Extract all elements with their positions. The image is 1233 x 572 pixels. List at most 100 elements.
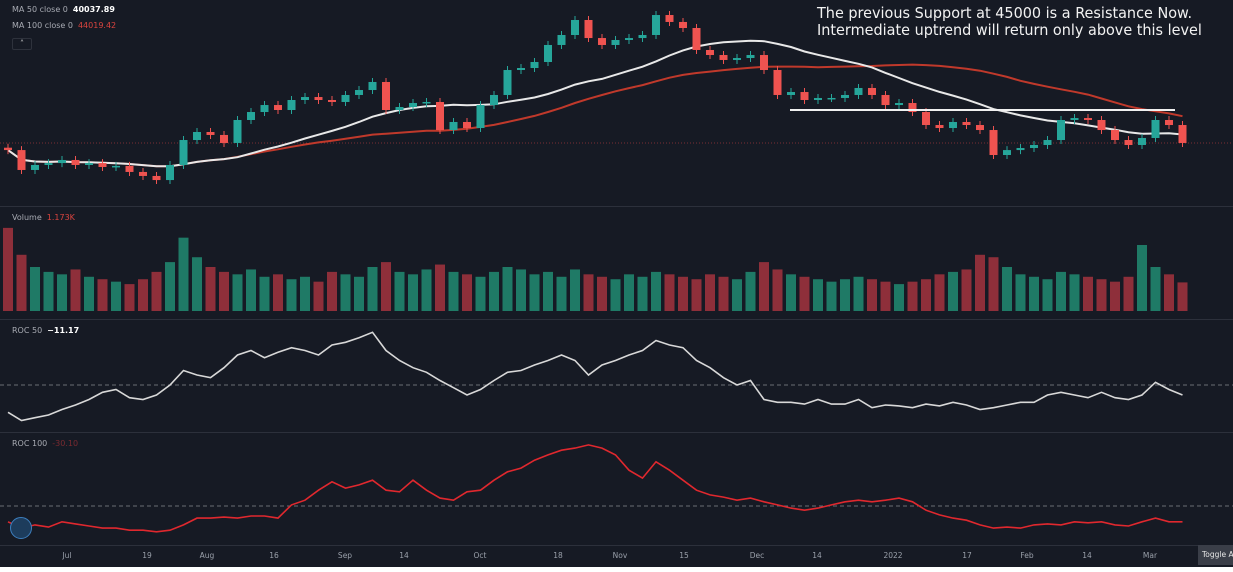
ma50-label: MA 50 close 0 bbox=[12, 5, 68, 14]
candle-body bbox=[598, 38, 606, 45]
candle-body bbox=[206, 131, 215, 135]
candle-body bbox=[476, 105, 485, 129]
volume-bar bbox=[340, 274, 351, 311]
volume-bar bbox=[138, 279, 148, 311]
candle-body bbox=[31, 164, 39, 170]
chart-canvas[interactable] bbox=[0, 0, 1233, 545]
volume-bar bbox=[286, 279, 297, 311]
time-tick: 17 bbox=[962, 551, 972, 560]
volume-bar bbox=[583, 274, 594, 311]
chevron-up-icon[interactable]: ˄ bbox=[12, 38, 32, 50]
volume-bar bbox=[151, 271, 162, 311]
toggle-button[interactable]: Toggle A bbox=[1198, 545, 1233, 565]
volume-bar bbox=[435, 264, 445, 311]
volume-bar bbox=[1123, 276, 1134, 311]
pane-divider[interactable] bbox=[0, 432, 1233, 433]
candle-body bbox=[1070, 118, 1079, 120]
volume-bar bbox=[1150, 267, 1161, 311]
volume-bar bbox=[354, 276, 364, 311]
volume-bar bbox=[3, 227, 13, 311]
volume-bar bbox=[192, 257, 202, 311]
annotation-line-2: Intermediate uptrend will return only ab… bbox=[817, 21, 1202, 39]
volume-bar bbox=[178, 237, 189, 311]
volume-bar bbox=[124, 284, 135, 311]
volume-bar bbox=[516, 269, 526, 311]
time-tick: 16 bbox=[269, 551, 279, 560]
candle-body bbox=[1030, 144, 1038, 149]
candle-body bbox=[733, 58, 741, 60]
volume-bar bbox=[219, 271, 229, 311]
volume-bar bbox=[691, 279, 702, 311]
volume-bar bbox=[502, 267, 513, 311]
volume-bar bbox=[448, 271, 459, 311]
candle-body bbox=[85, 163, 93, 165]
candle-body bbox=[179, 140, 188, 165]
candle-body bbox=[193, 131, 201, 141]
candle-body bbox=[638, 35, 647, 39]
volume-legend: Volume 1.173K bbox=[12, 213, 75, 222]
volume-bar bbox=[367, 267, 378, 311]
volume-bar bbox=[70, 269, 81, 311]
candle-body bbox=[841, 94, 849, 98]
volume-bar bbox=[97, 279, 108, 311]
candle-body bbox=[314, 97, 323, 101]
roc50-label: ROC 50 bbox=[12, 326, 43, 335]
candle-body bbox=[719, 55, 728, 60]
pane-divider[interactable] bbox=[0, 319, 1233, 320]
time-tick: 2022 bbox=[883, 551, 903, 560]
candle-body bbox=[247, 112, 255, 120]
candle-body bbox=[220, 134, 228, 143]
candle-body bbox=[422, 101, 431, 104]
candle-body bbox=[517, 68, 525, 71]
candle-body bbox=[1165, 119, 1173, 126]
volume-bar bbox=[30, 267, 40, 311]
candle-body bbox=[679, 21, 687, 29]
roc100-value: -30.10 bbox=[52, 439, 79, 448]
volume-bar bbox=[232, 274, 243, 311]
volume-bar bbox=[678, 276, 688, 311]
roc50-line bbox=[7, 331, 1183, 422]
candle-body bbox=[368, 81, 377, 91]
volume-bar bbox=[489, 271, 499, 311]
candle-body bbox=[98, 163, 107, 167]
candle-body bbox=[800, 92, 809, 101]
candle-body bbox=[652, 15, 660, 36]
candle-body bbox=[449, 121, 458, 131]
candle-body bbox=[409, 103, 417, 108]
candle-body bbox=[152, 175, 161, 181]
volume-bar bbox=[205, 267, 216, 311]
time-tick: 14 bbox=[812, 551, 822, 560]
roc100-legend: ROC 100 -30.10 bbox=[12, 439, 78, 448]
volume-bar bbox=[421, 269, 432, 311]
volume-bar bbox=[853, 276, 864, 311]
candle-body bbox=[4, 147, 12, 151]
volume-bar bbox=[907, 281, 918, 311]
volume-bar bbox=[988, 257, 999, 311]
candle-body bbox=[1151, 119, 1160, 138]
candle-body bbox=[355, 90, 363, 95]
candle-body bbox=[557, 35, 566, 45]
candle-body bbox=[1178, 125, 1187, 143]
candle-body bbox=[503, 70, 512, 95]
volume-bar bbox=[1056, 271, 1066, 311]
candle-body bbox=[814, 97, 822, 101]
roc100-line bbox=[7, 444, 1183, 533]
volume-bar bbox=[1029, 276, 1039, 311]
volume-bar bbox=[745, 271, 756, 311]
tradingview-logo-icon[interactable] bbox=[10, 517, 32, 539]
volume-bar bbox=[732, 279, 742, 311]
volume-bar bbox=[1069, 274, 1080, 311]
volume-bar bbox=[840, 279, 850, 311]
candle-body bbox=[854, 87, 863, 95]
pane-divider[interactable] bbox=[0, 206, 1233, 207]
volume-value: 1.173K bbox=[46, 213, 75, 222]
candle-body bbox=[58, 159, 66, 164]
candle-body bbox=[274, 105, 282, 110]
annotation-line-1: The previous Support at 45000 is a Resis… bbox=[817, 4, 1193, 22]
ma50-value: 40037.89 bbox=[72, 5, 115, 14]
candle-body bbox=[166, 164, 174, 181]
volume-bar bbox=[813, 279, 823, 311]
volume-bar bbox=[948, 271, 958, 311]
volume-bar bbox=[313, 281, 324, 311]
